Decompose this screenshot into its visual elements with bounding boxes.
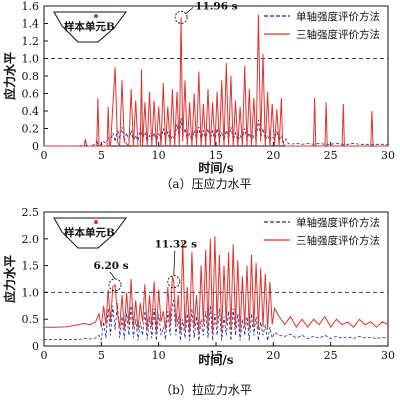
series-line-uniaxial	[44, 298, 389, 341]
y-axis-label: 应力水平	[2, 255, 17, 303]
y-tick-label: 0.8	[22, 70, 40, 83]
y-tick-label: 0.5	[22, 313, 40, 326]
inset-label: 样本单元B	[64, 20, 115, 33]
annotation-leader	[173, 250, 176, 276]
x-tick-label: 5	[98, 149, 105, 162]
series-line-triaxial	[44, 236, 389, 333]
annotation-circle	[108, 278, 122, 292]
x-tick-label: 0	[41, 149, 48, 162]
y-tick-label: 0	[32, 340, 39, 353]
y-tick-label: 1.2	[22, 35, 40, 48]
inset-section-outline	[53, 11, 127, 43]
inset-red-dot	[94, 220, 98, 224]
y-tick-label: 0.4	[22, 105, 40, 118]
annotation-circle	[174, 10, 188, 24]
annotation-label: 11.96 s	[195, 0, 238, 12]
annotation-leader	[109, 271, 116, 280]
x-tick-label: 30	[381, 149, 395, 162]
annotation-leader	[185, 7, 194, 14]
x-tick-label: 15	[209, 349, 223, 362]
x-tick-label: 5	[98, 349, 105, 362]
annotation-circle	[167, 275, 181, 289]
y-tick-label: 2.5	[22, 206, 40, 219]
x-tick-label: 30	[381, 349, 395, 362]
y-tick-label: 1.0	[22, 53, 40, 66]
x-tick-label: 10	[152, 149, 166, 162]
y-tick-label: 1.0	[22, 286, 40, 299]
y-axis-label: 应力水平	[2, 52, 17, 100]
y-tick-label: 0.6	[22, 88, 40, 101]
x-axis-label: 时间/s	[198, 160, 233, 175]
annotation-label: 11.32 s	[155, 239, 198, 251]
chart-panel-b: 0 0.5 1.0 1.5 2.0 2.5 0 5 10 15 20 25 30 时间/s 应力水平 （b）拉…	[2, 206, 395, 397]
x-tick-label: 15	[209, 149, 223, 162]
x-tick-label: 0	[41, 349, 48, 362]
x-tick-label: 20	[266, 349, 280, 362]
legend-label: 单轴强度评价方法	[296, 216, 380, 229]
y-tick-label: 1.5	[22, 260, 40, 273]
x-tick-label: 25	[324, 349, 338, 362]
panel-caption: （a）压应力水平	[160, 176, 251, 191]
legend-label: 三轴强度评价方法	[296, 28, 380, 41]
y-tick-label: 1.6	[22, 0, 40, 13]
chart-panel-a: 00.20.40.60.81.01.21.41.60 5 10 15 20 25 30时间/…	[2, 0, 395, 191]
x-axis-label: 时间/s	[198, 352, 233, 367]
x-tick-label: 25	[324, 149, 338, 162]
y-tick-label: 2.0	[22, 233, 40, 246]
y-tick-label: 0.2	[22, 123, 40, 136]
legend-label: 三轴强度评价方法	[296, 234, 380, 247]
x-tick-label: 20	[266, 149, 280, 162]
inset-label: 样本单元B	[64, 226, 115, 239]
annotation-label: 6.20 s	[94, 260, 129, 272]
y-tick-label: 1.4	[22, 18, 40, 31]
y-tick-label: 0	[32, 140, 39, 153]
legend-label: 单轴强度评价方法	[296, 10, 380, 23]
panel-caption: （b）拉应力水平	[160, 382, 252, 397]
inset-section-outline	[53, 217, 127, 249]
x-tick-label: 10	[152, 349, 166, 362]
series-line-triaxial	[44, 14, 388, 148]
inset-red-dot	[94, 14, 98, 18]
